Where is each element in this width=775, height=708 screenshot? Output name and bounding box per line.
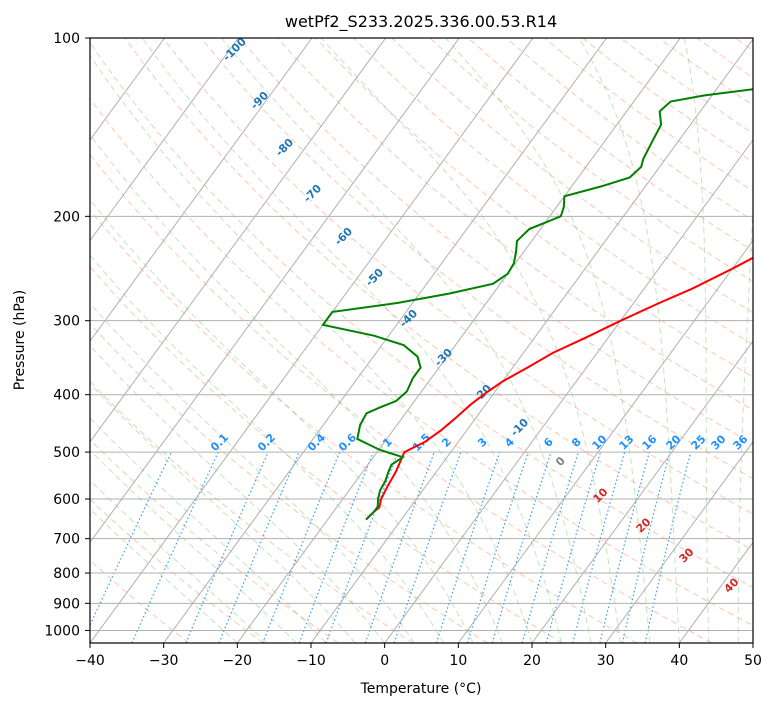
x-tick-label: 40 bbox=[670, 653, 688, 669]
y-tick-label: 300 bbox=[53, 314, 80, 330]
y-tick-label: 100 bbox=[53, 31, 80, 47]
y-tick-label: 900 bbox=[53, 596, 80, 612]
mixing-ratio-line bbox=[491, 451, 552, 643]
mixing-ratio-line bbox=[621, 451, 671, 643]
x-tick-label: −40 bbox=[75, 653, 105, 669]
y-tick-label: 700 bbox=[53, 532, 80, 548]
dry-adiabat bbox=[90, 41, 753, 589]
dry-adiabat bbox=[238, 38, 753, 445]
isotherm-gridline bbox=[605, 440, 753, 643]
isotherm-gridline bbox=[457, 239, 753, 643]
moist-adiabat bbox=[737, 199, 753, 643]
x-tick-label: −30 bbox=[149, 653, 179, 669]
moist-adiabat bbox=[90, 302, 415, 643]
mixing-ratio-line bbox=[466, 451, 529, 643]
mixing-ratio-line bbox=[218, 451, 300, 643]
isotherm-gridline bbox=[531, 340, 753, 643]
x-tick-label: −10 bbox=[296, 653, 326, 669]
dry-adiabat bbox=[277, 38, 753, 411]
moist-adiabat bbox=[90, 254, 445, 643]
mixing-ratio-line bbox=[364, 451, 435, 643]
temperature-profile-line bbox=[365, 256, 753, 521]
mixing-ratio-line bbox=[572, 451, 626, 643]
dewpoint-profile-line bbox=[321, 88, 753, 521]
moist-adiabat bbox=[90, 54, 533, 643]
isotherm-gridline bbox=[310, 38, 753, 643]
y-tick-label: 1000 bbox=[44, 623, 80, 639]
moist-adiabat bbox=[90, 345, 386, 643]
mixing-ratio-line bbox=[599, 451, 650, 643]
isotherm-gridline bbox=[384, 139, 753, 643]
y-tick-label: 600 bbox=[53, 492, 80, 508]
moist-adiabat bbox=[90, 508, 238, 643]
x-tick-label: 30 bbox=[597, 653, 615, 669]
moist-adiabat bbox=[578, 38, 680, 643]
y-tick-label: 500 bbox=[53, 445, 80, 461]
dry-adiabat bbox=[90, 265, 563, 643]
isotherm-gridline bbox=[90, 38, 534, 643]
y-tick-label: 200 bbox=[53, 209, 80, 225]
isotherm-gridline bbox=[90, 38, 239, 242]
plot-frame bbox=[89, 37, 754, 644]
y-tick-label: 400 bbox=[53, 388, 80, 404]
dry-adiabat bbox=[90, 153, 712, 643]
axes-ticks: −40 −30 −20 −10 0 10 20 30 40 50 100 200 300 400 500 60… bbox=[44, 31, 762, 669]
dry-adiabat bbox=[315, 38, 753, 378]
isotherm-gridline bbox=[90, 38, 387, 443]
moist-adiabat bbox=[90, 383, 356, 643]
moist-adiabat bbox=[141, 38, 562, 643]
x-tick-label: 10 bbox=[449, 653, 467, 669]
y-axis-label: Pressure (hPa) bbox=[12, 290, 28, 390]
isotherm-gridline bbox=[90, 38, 166, 141]
x-tick-label: 0 bbox=[380, 653, 389, 669]
moist-adiabat bbox=[90, 133, 503, 643]
dry-adiabat bbox=[353, 38, 753, 346]
moist-adiabat bbox=[90, 449, 297, 643]
dry-adiabat bbox=[90, 97, 753, 627]
mixing-ratio-line bbox=[262, 451, 341, 643]
y-tick-label: 800 bbox=[53, 566, 80, 582]
x-axis-label: Temperature (°C) bbox=[360, 681, 482, 697]
mixing-ratio-line bbox=[435, 451, 501, 643]
mixing-ratio-line bbox=[185, 451, 269, 643]
x-tick-label: −20 bbox=[223, 653, 253, 669]
x-tick-label: 50 bbox=[744, 653, 762, 669]
isotherm-gridline bbox=[236, 38, 681, 643]
moist-adiabat bbox=[90, 417, 327, 643]
moist-adiabat bbox=[321, 38, 621, 643]
moist-adiabat bbox=[90, 479, 268, 643]
x-tick-label: 20 bbox=[523, 653, 541, 669]
mixing-ratio-line bbox=[298, 451, 374, 643]
dry-adiabat bbox=[90, 209, 638, 643]
dry-adiabat bbox=[124, 38, 753, 551]
chart-title: wetPf2_S233.2025.336.00.53.R14 bbox=[285, 12, 557, 32]
moist-adiabat bbox=[221, 38, 592, 643]
mixing-ratio-line bbox=[521, 451, 579, 643]
mixing-ratio-line bbox=[545, 451, 602, 643]
dry-adiabat bbox=[162, 38, 753, 515]
mixing-ratio-line bbox=[325, 451, 399, 643]
isotherm-gridline bbox=[163, 38, 608, 643]
moist-adiabat bbox=[445, 38, 651, 643]
